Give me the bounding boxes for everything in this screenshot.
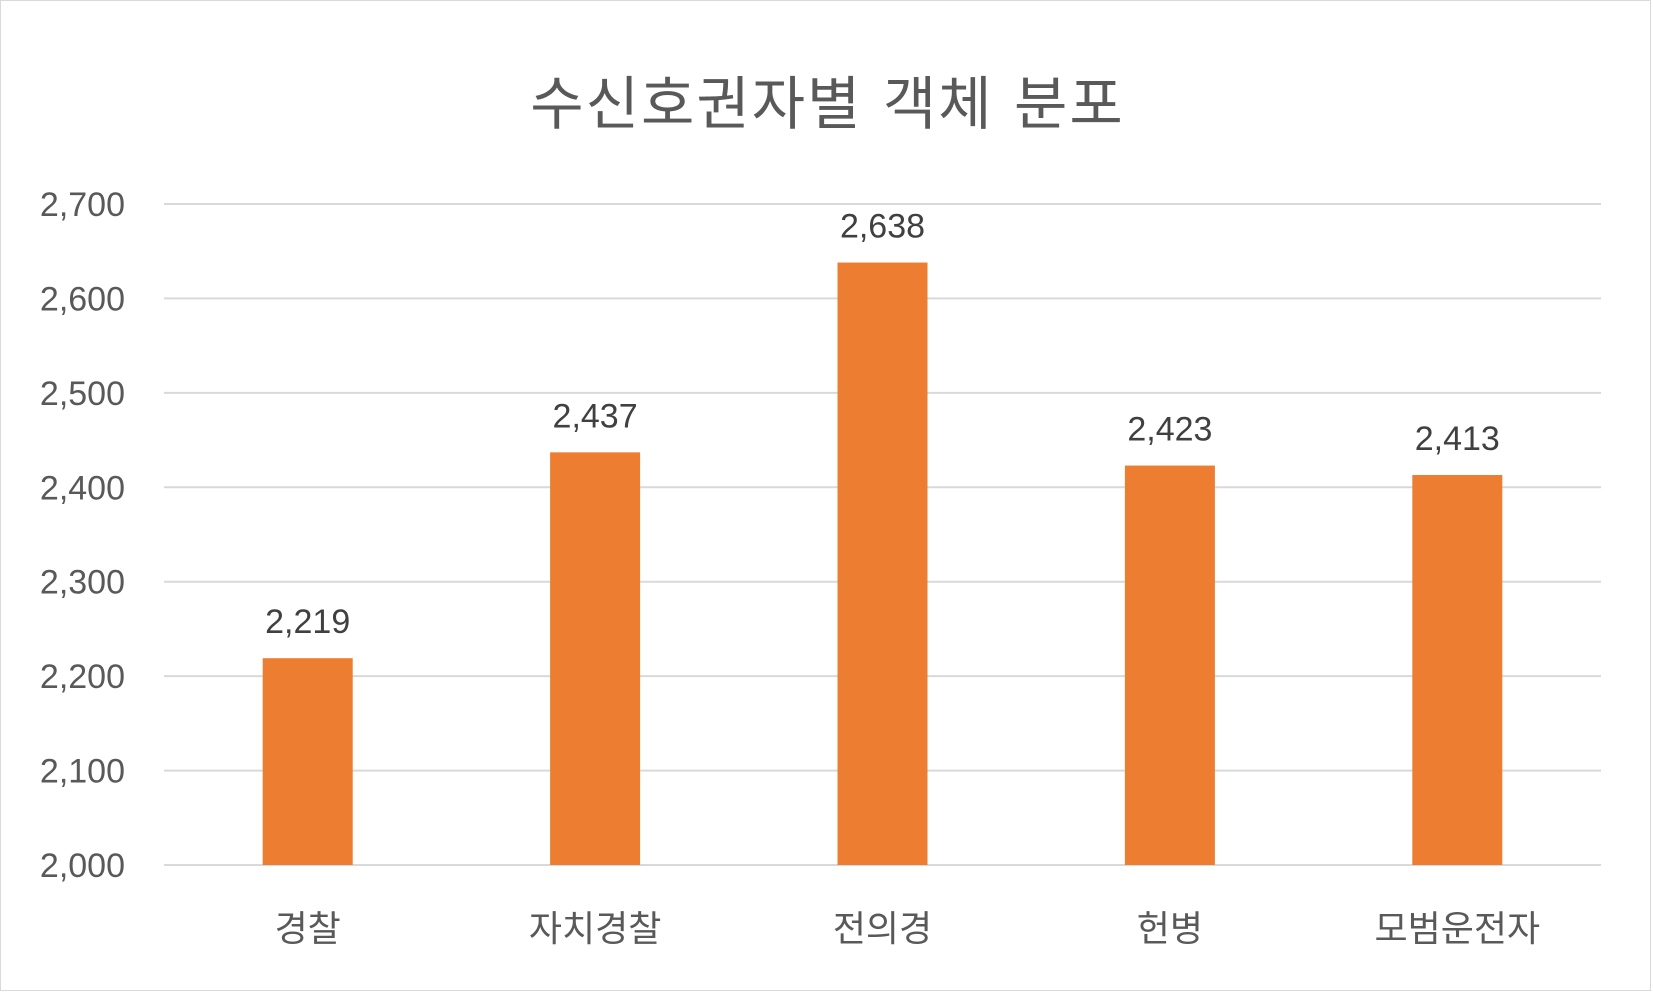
bar xyxy=(1124,465,1215,865)
y-tick-label: 2,300 xyxy=(40,564,125,602)
data-label: 2,413 xyxy=(1415,420,1500,458)
bar xyxy=(837,262,928,865)
x-tick-label: 경찰 xyxy=(275,909,341,950)
y-tick-label: 2,700 xyxy=(40,186,125,224)
y-axis-tick-labels: 2,000 2,100 2,200 2,300 2,400 2,500 2,600 2,700 xyxy=(40,186,125,885)
data-label: 2,638 xyxy=(840,208,925,246)
y-tick-label: 2,600 xyxy=(40,280,125,318)
x-axis-tick-labels: 경찰 자치경찰 전의경 헌병 모범운전자 xyxy=(275,909,1541,950)
data-label: 2,219 xyxy=(265,603,350,641)
bar xyxy=(550,452,641,865)
data-label: 2,437 xyxy=(553,397,638,435)
bar xyxy=(1412,475,1503,865)
y-tick-label: 2,200 xyxy=(40,658,125,696)
x-tick-label: 전의경 xyxy=(833,909,932,950)
chart-title: 수신호권자별 객체 분포 xyxy=(530,70,1125,138)
y-tick-label: 2,400 xyxy=(40,469,125,507)
data-labels: 2,219 2,437 2,638 2,423 2,413 xyxy=(265,208,1500,642)
x-tick-label: 자치경찰 xyxy=(529,909,661,950)
x-tick-label: 헌병 xyxy=(1137,909,1203,950)
bar xyxy=(262,658,353,865)
y-tick-label: 2,500 xyxy=(40,375,125,413)
bars xyxy=(262,262,1503,865)
y-tick-label: 2,000 xyxy=(40,847,125,885)
data-label: 2,423 xyxy=(1127,411,1212,449)
x-tick-label: 모범운전자 xyxy=(1374,909,1540,950)
y-tick-label: 2,100 xyxy=(40,753,125,791)
